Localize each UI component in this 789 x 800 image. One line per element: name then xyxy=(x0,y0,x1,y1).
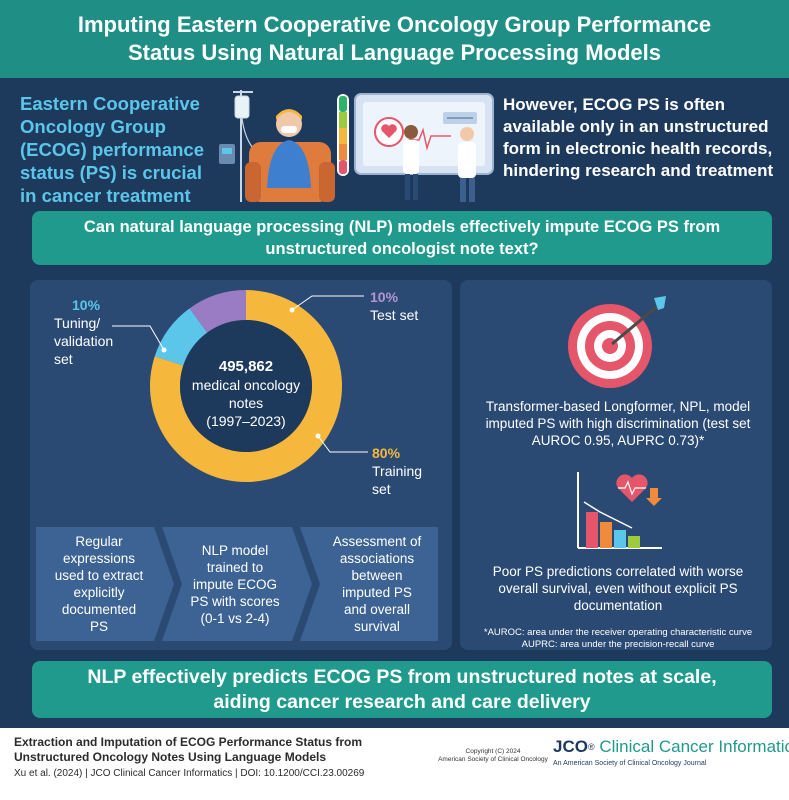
step-arrow-2 xyxy=(162,527,312,641)
donut-leader-lines xyxy=(112,295,368,453)
copyright-line-2: American Society of Clinical Oncology xyxy=(438,756,548,763)
target-icon xyxy=(568,296,666,388)
step-1-text: Regular expressions used to extract expl… xyxy=(54,534,144,634)
segment-text-tuning: Tuning/ validation set xyxy=(54,315,114,367)
process-arrows xyxy=(36,527,438,641)
process-step-2: NLP model trained to impute ECOG PS with… xyxy=(180,527,290,641)
bar-chart-heart-icon xyxy=(577,472,662,549)
notes-years: (1997–2023) xyxy=(206,413,286,429)
donut-hole xyxy=(180,320,312,452)
clinician-left xyxy=(403,140,419,174)
journal-logo: JCO® Clinical Cancer Informatics An Amer… xyxy=(553,737,789,769)
notes-label: medical oncology notes xyxy=(191,377,301,411)
step-arrow-3 xyxy=(300,527,438,641)
step-3-text: Assessment of associations between imput… xyxy=(332,534,422,634)
journal-subtitle: An American Society of Clinical Oncology… xyxy=(553,760,707,767)
segment-pct-training: 80% xyxy=(372,445,401,461)
process-step-3: Assessment of associations between imput… xyxy=(318,527,436,641)
footnote-auprc: AUPRC: area under the precision-recall c… xyxy=(521,639,715,650)
question-line-2: unstructured oncologist note text? xyxy=(265,240,539,258)
journal-name: Clinical Cancer Informatics xyxy=(599,737,789,756)
journal-mark: JCO xyxy=(553,737,588,756)
process-step-1: Regular expressions used to extract expl… xyxy=(40,527,158,641)
copyright-line-1: Copyright (C) 2024 xyxy=(465,748,521,755)
segment-label-training: 80% Training set xyxy=(372,444,434,498)
donut-slice-tuning xyxy=(154,308,208,366)
finding-discrimination: Transformer-based Longformer, NPL, model… xyxy=(485,399,751,448)
donut-slice-training xyxy=(149,290,342,482)
infographic-poster: Imputing Eastern Cooperative Oncology Gr… xyxy=(0,0,789,728)
dataset-donut-chart xyxy=(149,290,342,482)
notes-count: 495,862 xyxy=(218,358,274,375)
donut-center-label: 495,862 medical oncology notes (1997–202… xyxy=(190,358,302,430)
intro-right-text: However, ECOG PS is often available only… xyxy=(503,95,774,180)
question-line-1: Can natural language processing (NLP) mo… xyxy=(83,218,721,236)
step-arrow-1 xyxy=(36,527,174,641)
article-title: Extraction and Imputation of ECOG Perfor… xyxy=(14,735,363,764)
segment-pct-tuning: 10% xyxy=(72,297,101,313)
abbreviation-footnote: *AUROC: area under the receiver operatin… xyxy=(468,627,768,651)
conclusion-line-2: aiding cancer research and care delivery xyxy=(213,691,591,713)
segment-text-test: Test set xyxy=(370,307,419,323)
conclusion-banner: NLP effectively predicts ECOG PS from un… xyxy=(32,661,772,718)
segment-label-tuning: 10% Tuning/ validation set xyxy=(54,296,132,368)
clinic-illustration xyxy=(219,90,494,202)
clinician-right xyxy=(458,142,476,178)
segment-text-training: Training set xyxy=(372,463,423,497)
article-citation: Xu et al. (2024) | JCO Clinical Cancer I… xyxy=(14,768,365,779)
copyright-notice: Copyright (C) 2024 American Society of C… xyxy=(428,748,558,764)
title-banner: Imputing Eastern Cooperative Oncology Gr… xyxy=(0,0,789,78)
segment-label-test: 10% Test set xyxy=(370,288,440,324)
footnote-auroc: *AUROC: area under the receiver operatin… xyxy=(483,627,753,638)
intro-left-text: Eastern Cooperative Oncology Group (ECOG… xyxy=(20,93,205,206)
segment-pct-test: 10% xyxy=(370,289,399,305)
donut-slice-test xyxy=(189,290,246,333)
title-line-2: Status Using Natural Language Processing… xyxy=(128,40,661,65)
conclusion-line-1: NLP effectively predicts ECOG PS from un… xyxy=(87,666,717,688)
step-2-text: NLP model trained to impute ECOG PS with… xyxy=(190,542,280,626)
research-question-banner: Can natural language processing (NLP) mo… xyxy=(32,211,772,265)
heart-icon xyxy=(381,124,397,138)
finding-survival: Poor PS predictions correlated with wors… xyxy=(492,564,744,613)
title-line-1: Imputing Eastern Cooperative Oncology Gr… xyxy=(77,12,712,37)
